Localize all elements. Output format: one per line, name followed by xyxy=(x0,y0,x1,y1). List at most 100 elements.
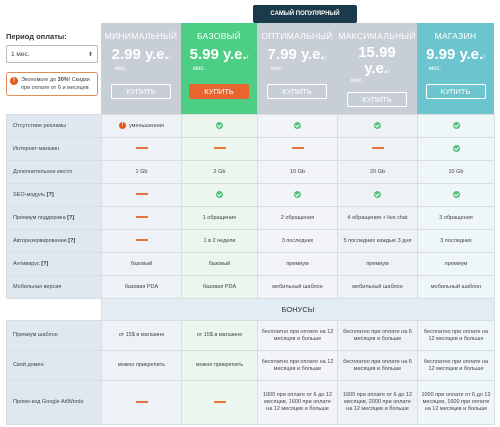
bonus-cell: 1000 при оплате от 6 до 12 месяцев, 1600… xyxy=(417,380,495,425)
feature-cell: базовая PDA xyxy=(181,275,258,299)
feature-cell xyxy=(257,114,338,138)
feature-cell: 2 обращения xyxy=(257,206,338,230)
feature-label: SEO-модуль [?] xyxy=(6,183,102,207)
exclamation-icon: ! xyxy=(10,77,18,85)
plan-maximal: МАКСИМАЛЬНЫЙ 15.99 у.е./ мес. КУПИТЬ xyxy=(337,23,417,114)
cell-text: 3 последних xyxy=(281,237,314,244)
cell-text: можно прикрепить xyxy=(117,362,166,368)
feature-cell: 1 обращение xyxy=(181,206,258,230)
check-icon xyxy=(294,122,301,130)
bonus-cell xyxy=(181,380,258,425)
bonus-label: Свой домен xyxy=(6,350,102,381)
feature-label: Отсутствие рекламы xyxy=(6,114,102,138)
feature-cell xyxy=(337,183,418,207)
cell-text: премиум xyxy=(366,260,389,267)
dash-icon xyxy=(135,239,148,242)
buy-button-base[interactable]: КУПИТЬ xyxy=(189,84,249,99)
bonus-title: БОНУСЫ xyxy=(101,298,495,321)
dash-icon xyxy=(135,193,148,196)
feature-cell xyxy=(417,183,495,207)
feature-cell: 1 в 2 недели xyxy=(181,229,258,253)
feature-cell xyxy=(337,137,418,161)
cell-text: мобильный шаблон xyxy=(352,283,403,290)
period-select[interactable]: 1 мес. ⬍ xyxy=(6,45,98,63)
updown-arrows-icon: ⬍ xyxy=(87,51,93,58)
feature-label: Антивирус [?] xyxy=(6,252,102,276)
bonus-cell: можно прикрепить xyxy=(101,350,182,381)
bonus-cell: бесплатно при оплате на 12 месяцев и бол… xyxy=(257,320,338,351)
cell-text: бесплатно при оплате на 12 месяцев и бол… xyxy=(261,328,334,342)
help-link[interactable]: [?] xyxy=(67,214,75,221)
feature-cell xyxy=(417,137,495,161)
dash-icon xyxy=(213,400,226,403)
feature-label: Мобильная версия xyxy=(6,275,102,299)
plan-name: МИНИМАЛЬНЫЙ xyxy=(104,31,178,41)
cell-text: бесплатно при оплате на 6 месяцев и боль… xyxy=(343,358,412,372)
check-icon xyxy=(452,191,460,199)
cell-text: от 15$ в магазине xyxy=(118,332,165,338)
feature-cell: мобильный шаблон xyxy=(417,275,495,299)
feature-row: Премиум поддержка [?] 1 обращение 2 обраще… xyxy=(6,206,495,230)
bonus-cell xyxy=(101,380,182,425)
plan-optimal: ОПТИМАЛЬНЫЙ 7.99 у.е./ мес. КУПИТЬ xyxy=(257,23,337,114)
buy-button-maximal[interactable]: КУПИТЬ xyxy=(347,92,407,107)
feature-row: SEO-модуль [?] xyxy=(6,183,495,207)
feature-cell xyxy=(181,137,258,161)
feature-cell xyxy=(101,206,182,230)
feature-cell: ! уменьшенная xyxy=(101,114,182,138)
bonus-row: Премиум шаблон от 15$ в магазине от 15$ в … xyxy=(6,320,495,351)
cell-text: 10 Gb xyxy=(448,168,464,175)
cell-text: базовая PDA xyxy=(202,283,237,290)
feature-cell: базовый xyxy=(101,252,182,276)
feature-row: Дополнительное место 1 Gb 2 Gb 10 Gb 20 Gb 10… xyxy=(6,160,495,184)
bonus-cell: 1000 при оплате от 6 до 12 месяцев, 1600… xyxy=(257,380,338,425)
bonus-header-row: БОНУСЫ xyxy=(6,298,495,321)
feature-cell xyxy=(101,137,182,161)
cell-text: бесплатно при оплате на 12 месяцев и бол… xyxy=(261,358,334,372)
feature-cell: 3 последних xyxy=(257,229,338,253)
feature-cell xyxy=(257,137,338,161)
help-link[interactable]: [?] xyxy=(68,237,76,244)
plan-period: мес. xyxy=(193,66,206,72)
help-link[interactable]: [?] xyxy=(41,260,49,267)
feature-cell: 20 Gb xyxy=(337,160,418,184)
feature-cell: 3 обращения xyxy=(417,206,495,230)
features-table: Отсутствие рекламы! уменьшенная Интернет-м… xyxy=(6,114,495,425)
feature-row: Авторезервирование [?] 1 в 2 недели 3 посл… xyxy=(6,229,495,253)
feature-label-text: Авторезервирование xyxy=(13,237,67,244)
feature-cell: мобильный шаблон xyxy=(257,275,338,299)
feature-cell xyxy=(101,183,182,207)
cell-text: 20 Gb xyxy=(370,168,385,175)
cell-text: базовый xyxy=(208,260,231,267)
feature-cell xyxy=(181,114,258,138)
check-icon xyxy=(374,191,381,199)
plan-price: 5.99 у.е./ xyxy=(189,46,249,63)
cell-text: базовый xyxy=(130,260,153,267)
cell-text: 10 Gb xyxy=(290,168,305,175)
help-link[interactable]: [?] xyxy=(46,191,54,198)
dash-icon xyxy=(213,147,226,150)
cell-text: бесплатно при оплате на 12 месяцев и бол… xyxy=(423,328,489,342)
check-icon xyxy=(374,122,381,130)
feature-row: Мобильная версия базовая PDA базовая PDA мо… xyxy=(6,275,495,299)
feature-row: Отсутствие рекламы! уменьшенная xyxy=(6,114,495,138)
feature-cell xyxy=(101,229,182,253)
buy-button-shop[interactable]: КУПИТЬ xyxy=(425,84,486,99)
plan-name: БАЗОВЫЙ xyxy=(196,31,242,41)
plan-period: мес. xyxy=(115,66,128,72)
buy-button-optimal[interactable]: КУПИТЬ xyxy=(267,84,327,99)
plan-name: ОПТИМАЛЬНЫЙ xyxy=(261,31,333,41)
cell-text: 1 в 2 недели xyxy=(203,237,236,244)
dash-icon xyxy=(135,147,148,150)
bonus-cell: от 15$ в магазине xyxy=(101,320,182,351)
plan-price: 7.99 у.е./ xyxy=(267,46,327,63)
plan-price: 9.99 у.е./ xyxy=(426,46,485,63)
feature-cell: 10 Gb xyxy=(417,160,495,184)
check-icon xyxy=(452,145,460,153)
bonus-label: Премиум шаблон xyxy=(6,320,102,351)
plan-minimal: МИНИМАЛЬНЫЙ 2.99 у.е./ мес. КУПИТЬ xyxy=(101,23,181,114)
feature-cell xyxy=(417,114,495,138)
bonus-label: Промо-код Google AdWords xyxy=(6,380,102,425)
buy-button-minimal[interactable]: КУПИТЬ xyxy=(111,84,171,99)
feature-cell: премиум xyxy=(337,252,418,276)
